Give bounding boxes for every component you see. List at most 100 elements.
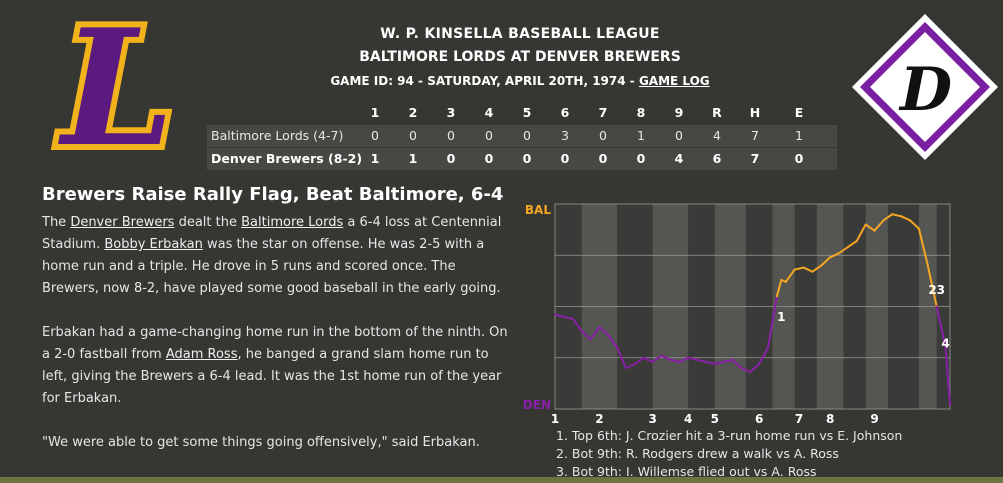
score-cell-6: 3 <box>561 128 569 143</box>
win-prob-segment <box>909 219 920 230</box>
inning-label: 1 <box>551 412 559 426</box>
win-prob-segment <box>589 326 601 341</box>
story-headline: Brewers Raise Rally Flag, Beat Baltimore… <box>42 184 504 205</box>
inning-label: 2 <box>595 412 603 426</box>
win-prob-segment <box>571 317 583 333</box>
story-paragraph: Erbakan had a game-changing home run in … <box>42 322 512 410</box>
inning-label: 8 <box>826 412 834 426</box>
score-cell-5: 0 <box>522 151 532 166</box>
event-marker: 4 <box>941 337 949 351</box>
win-prob-segment <box>704 360 716 365</box>
win-prob-segment <box>633 356 645 365</box>
win-prob-segment <box>731 358 743 369</box>
story-text: dealt the <box>174 215 242 230</box>
game-info-text: GAME ID: 94 - SATURDAY, APRIL 20TH, 1974… <box>330 74 639 88</box>
player-link-erbakan[interactable]: Bobby Erbakan <box>104 237 203 252</box>
score-cell-6: 0 <box>560 151 570 166</box>
team-name[interactable]: Denver Brewers (8-2) <box>211 151 363 166</box>
score-cell-h: 7 <box>751 128 759 143</box>
column-header-7: 7 <box>598 105 608 120</box>
win-prob-segment <box>713 360 725 365</box>
win-prob-segment <box>775 278 783 298</box>
score-cell-e: 0 <box>794 151 804 166</box>
score-cell-2: 0 <box>409 128 417 143</box>
column-header-9: 9 <box>674 105 684 120</box>
y-label-top: BAL <box>525 203 551 217</box>
game-info: GAME ID: 94 - SATURDAY, APRIL 20TH, 1974… <box>300 74 740 88</box>
win-prob-segment <box>669 358 681 363</box>
line-score-table: 1 2 3 4 5 6 7 8 9 R H E Baltimore Lords (4-7) 0 0 0 0 0… <box>207 102 837 170</box>
story-body: The Denver Brewers dealt the Baltimore L… <box>42 212 512 476</box>
win-prob-segment <box>562 315 574 320</box>
column-header-5: 5 <box>522 105 532 120</box>
score-cell-r: 4 <box>713 128 721 143</box>
score-cell-e: 1 <box>795 128 803 143</box>
inning-label: 6 <box>755 412 763 426</box>
logo-letter-outline: L <box>58 14 175 162</box>
logo-diamond-inner <box>870 32 980 142</box>
score-cell-7: 0 <box>598 151 608 166</box>
team-link-baltimore[interactable]: Baltimore Lords <box>241 215 344 230</box>
player-link-ross[interactable]: Adam Ross <box>165 347 238 362</box>
score-cell-7: 0 <box>599 128 607 143</box>
score-cell-8: 0 <box>636 151 646 166</box>
inning-label: 7 <box>795 412 803 426</box>
win-prob-segment <box>829 252 841 259</box>
story-text: a 6-4 loss at Centennial Stadium. <box>42 215 502 252</box>
score-cell-1: 1 <box>370 151 380 166</box>
line-score-header: 1 2 3 4 5 6 7 8 9 R H E <box>207 102 837 124</box>
win-prob-segment <box>660 354 672 361</box>
team-name[interactable]: Baltimore Lords (4-7) <box>211 128 344 143</box>
win-prob-segment <box>864 223 876 232</box>
inning-label: 4 <box>684 412 692 426</box>
win-prob-segment <box>811 264 823 273</box>
event-marker: 23 <box>928 283 945 297</box>
baltimore-lords-logo: L L <box>52 14 181 162</box>
win-prob-segment <box>784 268 796 283</box>
score-cell-4: 0 <box>485 128 493 143</box>
score-cell-9: 4 <box>674 151 684 166</box>
win-prob-segment <box>758 346 770 365</box>
win-prob-segment <box>926 264 938 308</box>
y-label-bottom: DEN <box>523 398 551 412</box>
game-log-link[interactable]: GAME LOG <box>638 74 710 88</box>
column-header-2: 2 <box>408 105 418 120</box>
win-prob-segment <box>678 356 690 363</box>
win-prob-segment <box>749 362 761 374</box>
win-prob-segment <box>855 223 867 242</box>
story-paragraph: The Denver Brewers dealt the Baltimore L… <box>42 212 512 300</box>
win-prob-segment <box>642 356 654 363</box>
column-header-8: 8 <box>636 105 646 120</box>
inning-label: 5 <box>711 412 719 426</box>
chart-note: 1. Top 6th: J. Crozier hit a 3-run home … <box>556 428 903 443</box>
column-header-3: 3 <box>446 105 456 120</box>
win-prob-segment <box>793 266 805 271</box>
matchup-title: BALTIMORE LORDS AT DENVER BREWERS <box>359 49 681 65</box>
score-cell-5: 0 <box>523 128 531 143</box>
win-prob-segment <box>740 367 752 374</box>
denver-brewers-logo: D <box>852 14 998 160</box>
score-cell-1: 0 <box>371 128 379 143</box>
story-paragraph: "We were able to get some things going o… <box>42 435 480 450</box>
story-text: , he banged a grand slam home run to lef… <box>42 347 502 406</box>
line-score-row-home: Denver Brewers (8-2) 1 1 0 0 0 0 0 0 4 6 7 0 <box>207 148 837 170</box>
column-header-1: 1 <box>370 105 380 120</box>
win-prob-segment <box>846 239 858 249</box>
win-prob-segment <box>873 219 885 232</box>
column-header-6: 6 <box>560 105 570 120</box>
score-cell-2: 1 <box>408 151 418 166</box>
league-title: W. P. KINSELLA BASEBALL LEAGUE <box>380 26 660 42</box>
win-prob-segment <box>722 358 734 363</box>
win-prob-segment <box>696 358 707 363</box>
win-prob-segment <box>767 295 778 349</box>
plot-border <box>554 203 951 410</box>
win-prob-segment <box>891 213 903 218</box>
logo-letter: L <box>58 14 175 162</box>
score-cell-9: 0 <box>675 128 683 143</box>
team-link-denver[interactable]: Denver Brewers <box>70 215 175 230</box>
win-prob-segment <box>838 246 849 255</box>
win-prob-segment <box>820 256 832 267</box>
win-prob-segment <box>625 362 636 369</box>
story-text: The <box>42 215 71 230</box>
